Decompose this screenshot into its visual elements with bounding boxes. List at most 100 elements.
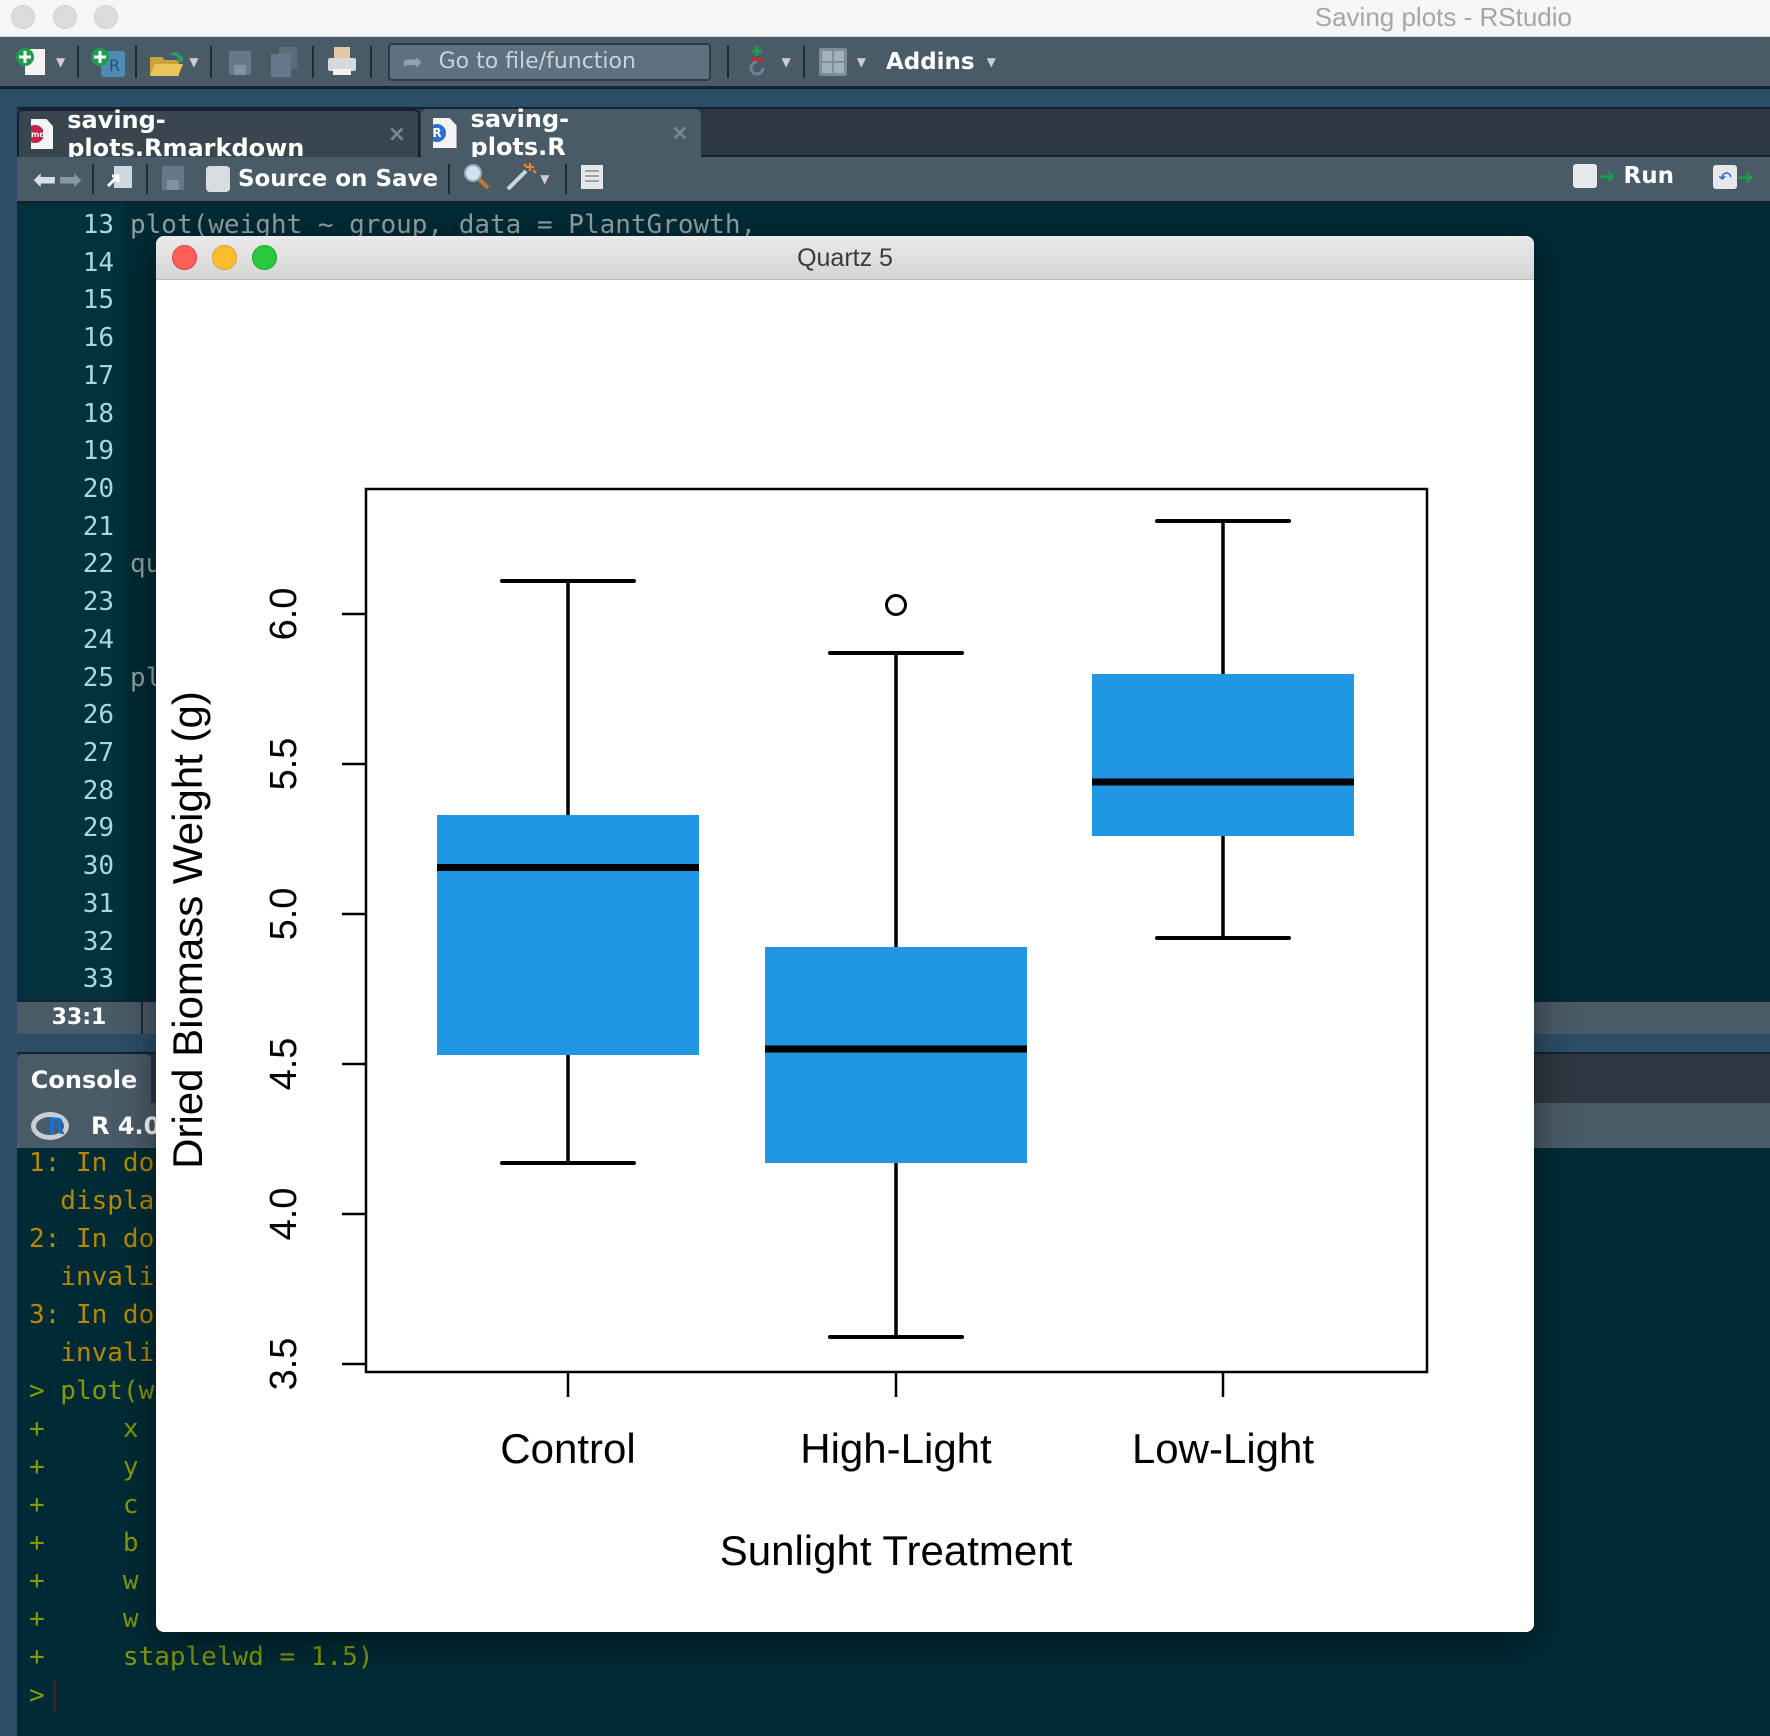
console-line: invali xyxy=(29,1262,155,1292)
mac-title-bar: Saving plots - RStudio xyxy=(0,0,1770,37)
r-file-icon: R xyxy=(433,118,457,148)
show-in-new-window-icon[interactable] xyxy=(104,162,136,196)
console-line: displa xyxy=(29,1186,155,1216)
print-icon[interactable] xyxy=(324,44,360,80)
toolbar-separator xyxy=(77,45,80,78)
line-number: 24 xyxy=(82,625,114,655)
line-number: 23 xyxy=(82,587,114,617)
y-tick-label: 5.5 xyxy=(263,738,305,791)
rmd-file-icon: Rmd xyxy=(31,119,54,149)
x-tick-label: Control xyxy=(500,1425,635,1472)
toolbar-separator xyxy=(312,45,315,78)
close-tab-icon[interactable]: × xyxy=(387,121,406,147)
addins-dropdown-icon[interactable]: ▼ xyxy=(986,54,996,69)
line-number: 22 xyxy=(82,549,114,579)
toolbar-separator xyxy=(135,45,138,78)
window-title: Saving plots - RStudio xyxy=(1314,2,1572,32)
y-tick-label: 6.0 xyxy=(263,588,305,641)
search-icon[interactable] xyxy=(460,161,492,197)
new-file-icon[interactable] xyxy=(14,44,50,80)
toolbar-separator xyxy=(91,164,94,194)
version-control-icon[interactable] xyxy=(739,44,775,80)
save-file-icon[interactable] xyxy=(158,162,188,196)
prompt-symbol: > xyxy=(29,1680,45,1711)
main-toolbar: ▼ R ▼ ➦ Go to file/function ▼ xyxy=(0,37,1770,89)
line-number: 18 xyxy=(82,399,114,429)
version-control-dropdown-icon[interactable]: ▼ xyxy=(781,54,791,69)
cursor-position[interactable]: 33:1 xyxy=(17,1002,143,1034)
compile-report-icon[interactable] xyxy=(577,162,607,196)
line-number: 30 xyxy=(82,851,114,881)
box-control xyxy=(437,815,699,1055)
quartz-close-button[interactable] xyxy=(172,245,197,270)
console-line: + staplelwd = 1.5) xyxy=(29,1642,374,1672)
line-number: 33 xyxy=(82,964,114,994)
line-number: 29 xyxy=(82,813,114,843)
code-tools-dropdown-icon[interactable]: ▼ xyxy=(540,172,550,186)
line-number: 20 xyxy=(82,474,114,504)
line-number: 31 xyxy=(82,889,114,919)
save-icon[interactable] xyxy=(222,44,258,80)
line-number: 13 xyxy=(82,210,114,240)
console-prompt[interactable]: > xyxy=(29,1680,56,1712)
quartz-title-bar[interactable]: Quartz 5 xyxy=(156,236,1534,280)
source-on-save-checkbox[interactable] xyxy=(205,166,230,192)
open-file-icon[interactable] xyxy=(147,44,184,80)
close-tab-icon[interactable]: × xyxy=(670,120,689,146)
pane-layout-icon[interactable] xyxy=(815,44,851,80)
go-to-file-function-input[interactable]: ➦ Go to file/function xyxy=(388,42,712,81)
code-tools-wand-icon[interactable] xyxy=(504,161,538,197)
y-tick-label: 4.5 xyxy=(263,1038,305,1091)
box-low-light xyxy=(1092,674,1354,836)
source-icon: ↶ xyxy=(1713,165,1738,189)
back-arrow-icon[interactable]: ⬅ xyxy=(33,162,57,196)
line-number: 19 xyxy=(82,436,114,466)
tab-label: saving-plots.R xyxy=(470,105,570,161)
go-to-placeholder: Go to file/function xyxy=(438,49,636,74)
console-line: invali xyxy=(29,1338,155,1368)
run-button[interactable]: ➔ Run xyxy=(1572,163,1674,189)
console-line: + c xyxy=(29,1490,139,1520)
toolbar-separator xyxy=(210,45,213,78)
console-line: + x xyxy=(29,1414,139,1444)
toolbar-separator xyxy=(565,164,568,194)
line-number-gutter: 13 14 15 16 17 18 19 20 21 22 23 24 25 2… xyxy=(17,204,124,1000)
tab-console[interactable]: Console xyxy=(17,1054,151,1105)
quartz-minimize-button[interactable] xyxy=(212,245,237,270)
forward-arrow-icon[interactable]: ➡ xyxy=(58,162,82,196)
console-line: 2: In do xyxy=(29,1224,155,1254)
line-number: 32 xyxy=(82,927,114,957)
quartz-graphics-window: Quartz 5 3.5 4.0 4.5 5.0 5.5 6.0 Control High-L… xyxy=(156,236,1534,1632)
new-file-dropdown-icon[interactable]: ▼ xyxy=(56,54,66,69)
tab-saving-plots-rmarkdown[interactable]: Rmd saving-plots.Rmarkdown × xyxy=(17,106,420,162)
minimize-window-button[interactable] xyxy=(53,5,77,29)
save-all-icon[interactable] xyxy=(266,44,302,80)
code-line-13: plot(weight ~ group, data = PlantGrowth, xyxy=(130,210,757,240)
source-button[interactable]: ↶ ➔ xyxy=(1713,165,1754,189)
line-number: 26 xyxy=(82,700,114,730)
close-window-button[interactable] xyxy=(11,5,35,29)
console-line: 3: In do xyxy=(29,1300,155,1330)
run-label: Run xyxy=(1623,163,1674,189)
console-line: + w xyxy=(29,1566,139,1596)
quartz-zoom-button[interactable] xyxy=(252,245,277,270)
console-line: > plot(w xyxy=(29,1376,155,1406)
x-tick-label: Low-Light xyxy=(1132,1425,1314,1472)
addins-menu[interactable]: Addins xyxy=(885,48,975,75)
pane-layout-dropdown-icon[interactable]: ▼ xyxy=(856,54,866,69)
zoom-window-button[interactable] xyxy=(94,5,118,29)
line-number: 25 xyxy=(82,663,114,693)
open-file-dropdown-icon[interactable]: ▼ xyxy=(189,54,199,69)
new-project-icon[interactable]: R xyxy=(89,44,126,80)
toolbar-separator xyxy=(370,45,373,78)
toolbar-separator xyxy=(448,164,451,194)
tab-saving-plots-r[interactable]: R saving-plots.R × xyxy=(421,105,701,161)
line-number: 17 xyxy=(82,361,114,391)
y-tick-label: 5.0 xyxy=(263,888,305,941)
editor-toolbar: ⬅ ➡ Source on Save ▼ xyxy=(17,157,1770,204)
y-axis-label: Dried Biomass Weight (g) xyxy=(164,691,211,1169)
toolbar-separator xyxy=(802,45,805,78)
code-area[interactable]: plot(weight ~ group, data = PlantGrowth,… xyxy=(130,204,756,693)
go-to-arrow-icon: ➦ xyxy=(402,47,423,76)
